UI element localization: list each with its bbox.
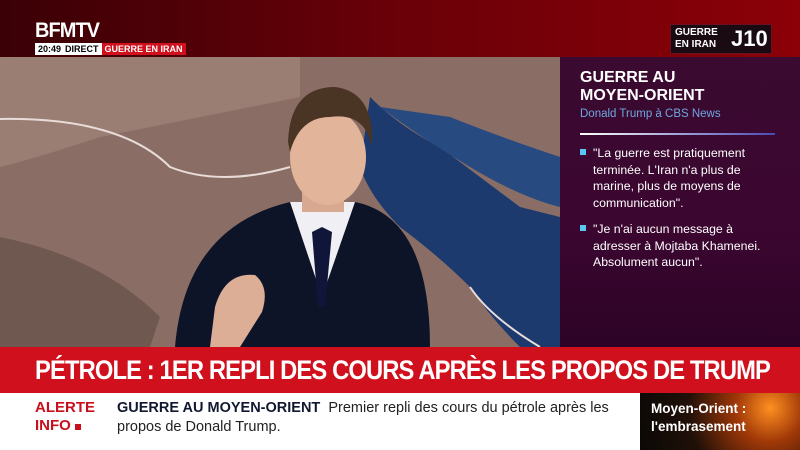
ticker-text: GUERRE AU MOYEN-ORIENT Premier repli des… [117,399,637,437]
quote-item: "La guerre est pratiquement terminée. L'… [580,145,780,211]
clock: 20:49 [35,43,65,55]
panel-title: GUERRE AU MOYEN-ORIENT [580,69,705,104]
alert-info-label: ALERTE INFO [35,399,95,434]
promo-line2: l'embrasement [651,419,746,434]
bfmtv-logo: BFMTV [35,19,100,42]
quote-item: "Je n'ai aucun message à adresser à Mojt… [580,221,780,271]
panel-subtitle: Donald Trump à CBS News [580,108,721,120]
top-banner: BFMTV 20:49 DIRECT GUERRE EN IRAN GUERRE… [0,0,800,57]
ticker-message: Premier repli des cours du pétrole après… [117,400,609,435]
day-badge: GUERRE EN IRAN J10 [670,24,772,54]
program-promo: Moyen-Orient : l'embrasement [640,393,800,450]
presenter-map-scene [0,57,560,347]
badge-line2: EN IRAN [675,39,717,50]
live-strip: 20:49 DIRECT GUERRE EN IRAN [35,43,186,55]
badge-day: J10 [731,26,768,51]
divider [580,133,775,135]
news-ticker: ALERTE INFO GUERRE AU MOYEN-ORIENT Premie… [0,393,640,450]
ticker-topic: GUERRE AU MOYEN-ORIENT [117,400,321,416]
info-panel: GUERRE AU MOYEN-ORIENT Donald Trump à CBS… [560,57,800,347]
badge-line1: GUERRE [675,27,718,38]
square-icon [75,424,82,430]
live-label: DIRECT [64,43,102,55]
headline-text: PÉTROLE : 1ER REPLI DES COURS APRÈS LES … [35,355,771,385]
map-and-presenter-image [0,57,560,347]
headline-banner: PÉTROLE : 1ER REPLI DES COURS APRÈS LES … [0,347,800,393]
promo-line1: Moyen-Orient : [651,401,747,416]
topic-label: GUERRE EN IRAN [101,43,186,55]
